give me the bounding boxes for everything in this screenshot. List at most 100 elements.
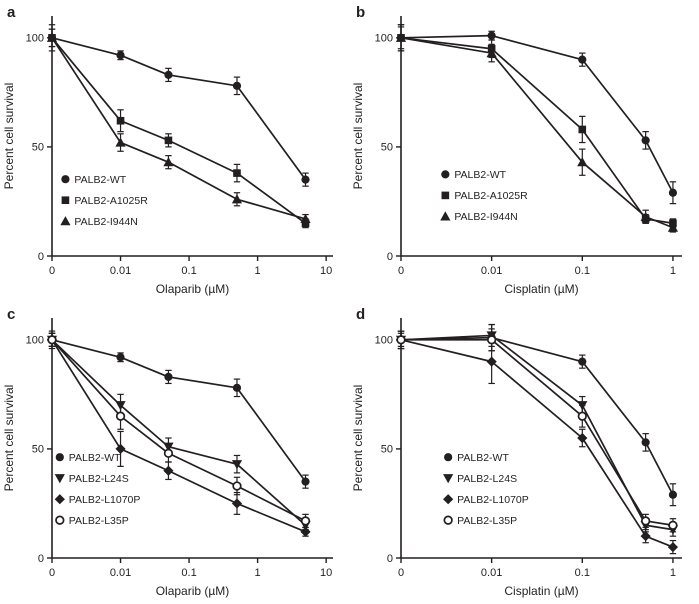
x-tick-label: 1 <box>670 265 676 277</box>
legend-marker <box>440 211 451 221</box>
y-axis-title: Percent cell survival <box>351 385 365 492</box>
data-point-marker <box>115 411 126 421</box>
legend: PALB2-WT PALB2-A1025R PALB2-I944N <box>440 169 528 223</box>
series-PALB2-L35P <box>396 328 678 533</box>
panel-label: a <box>7 4 16 21</box>
legend-marker <box>55 515 65 525</box>
x-tick-label: 1 <box>255 567 261 579</box>
data-point-marker <box>115 137 126 147</box>
legend: PALB2-WT PALB2-L24S PALB2-L1070P PALB2-L35P <box>54 452 141 527</box>
data-point-marker <box>301 175 310 184</box>
data-point-marker <box>164 136 173 145</box>
x-axis-title: Olaparib (µM) <box>156 584 230 598</box>
y-tick-label: 50 <box>381 142 393 154</box>
legend: PALB2-WT PALB2-L24S PALB2-L1070P PALB2-L35P <box>443 452 529 527</box>
x-tick-label: 0.1 <box>575 567 590 579</box>
x-tick-label: 0.1 <box>575 265 590 277</box>
series-PALB2-WT <box>47 330 310 489</box>
legend-label: PALB2-A1025R <box>74 195 148 207</box>
axes <box>51 16 333 257</box>
data-point-marker <box>668 188 678 197</box>
data-point-marker <box>668 490 678 499</box>
data-point-marker <box>232 383 242 392</box>
x-tick-label: 10 <box>320 567 332 579</box>
axes <box>51 318 333 559</box>
data-point-marker <box>577 432 588 444</box>
legend-label: PALB2-L1070P <box>69 494 141 506</box>
data-point-marker <box>396 335 406 345</box>
y-tick-label: 50 <box>32 444 44 456</box>
panel-label: c <box>7 306 15 323</box>
y-tick-label: 0 <box>387 553 393 565</box>
y-axis-title: Percent cell survival <box>2 83 16 190</box>
data-point-marker <box>232 81 242 90</box>
legend-marker <box>441 191 450 200</box>
series-PALB2-I944N <box>46 28 311 224</box>
panel-b-chart: 0 0.01 0.1 1 0 50 100 Cisplatin (µM) Percent cel… <box>351 4 682 296</box>
data-point-marker <box>233 169 241 177</box>
data-point-marker <box>395 32 407 42</box>
y-tick-label: 100 <box>375 335 393 347</box>
y-axis-title: Percent cell survival <box>2 385 16 492</box>
series-PALB2-WT <box>396 323 678 507</box>
series-line <box>400 34 674 194</box>
legend-label: PALB2-WT <box>457 452 509 464</box>
data-point-marker <box>668 520 678 530</box>
y-tick-label: 50 <box>32 142 44 154</box>
legend-marker <box>444 453 453 462</box>
data-point-marker <box>231 194 243 204</box>
legend-label: PALB2-WT <box>74 174 126 186</box>
y-axis-title: Percent cell survival <box>351 83 365 190</box>
panel-d-chart: 0 0.01 0.1 1 0 50 100 Cisplatin (µM) Percent cel… <box>351 306 682 598</box>
series-line <box>401 338 674 527</box>
series-PALB2-L35P <box>47 332 311 529</box>
y-ticks: 0 50 100 <box>26 335 52 565</box>
legend-label: PALB2-L24S <box>457 473 517 485</box>
series-PALB2-WT <box>396 24 678 205</box>
legend-label: PALB2-WT <box>69 452 121 464</box>
data-point-marker <box>640 516 651 526</box>
data-point-marker <box>47 335 57 345</box>
data-point-marker <box>232 481 242 491</box>
legend-marker <box>443 515 453 525</box>
data-point-marker <box>231 460 243 470</box>
y-tick-label: 0 <box>387 251 393 263</box>
legend-label: PALB2-A1025R <box>454 190 528 202</box>
data-point-marker <box>46 32 58 42</box>
legend-marker <box>443 474 454 484</box>
data-point-marker <box>640 211 651 221</box>
data-point-marker <box>164 372 173 382</box>
legend-label: PALB2-I944N <box>454 211 517 223</box>
data-point-marker <box>163 465 174 476</box>
legend-marker <box>54 474 65 484</box>
x-tick-label: 0.01 <box>110 567 131 579</box>
data-point-marker <box>301 477 310 486</box>
y-tick-label: 100 <box>26 335 44 347</box>
x-tick-label: 0.1 <box>181 265 196 277</box>
x-ticks: 0 0.01 0.1 1 <box>398 256 676 277</box>
data-point-marker <box>164 70 173 80</box>
legend-marker <box>60 216 71 226</box>
data-point-marker <box>116 51 125 60</box>
data-point-marker <box>116 116 125 125</box>
x-tick-label: 0.01 <box>481 265 502 277</box>
data-point-marker <box>487 31 496 40</box>
legend-label: PALB2-I944N <box>74 216 137 228</box>
y-tick-label: 0 <box>38 553 44 565</box>
y-ticks: 0 50 100 <box>375 335 401 565</box>
y-ticks: 0 50 100 <box>26 33 52 263</box>
x-tick-label: 0.01 <box>110 265 131 277</box>
legend-label: PALB2-L24S <box>69 473 129 485</box>
series-line <box>400 334 674 531</box>
legend-marker <box>441 170 450 179</box>
data-point-marker <box>667 541 679 553</box>
series-PALB2-L1070P <box>395 332 679 555</box>
x-axis-title: Cisplatin (µM) <box>504 584 578 598</box>
panel-label: d <box>356 306 365 323</box>
series-PALB2-I944N <box>395 26 679 233</box>
y-ticks: 0 50 100 <box>375 33 401 263</box>
y-tick-label: 100 <box>26 33 44 45</box>
